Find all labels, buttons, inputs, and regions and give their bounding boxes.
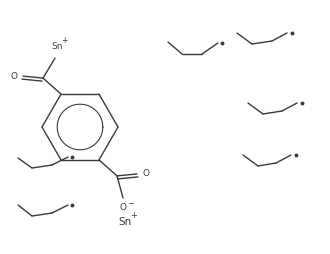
Text: +: + [130, 212, 137, 220]
Text: −: − [127, 199, 133, 209]
Text: +: + [61, 36, 67, 45]
Text: O: O [11, 72, 17, 81]
Text: O: O [143, 169, 149, 178]
Text: Sn: Sn [51, 42, 62, 51]
Text: O: O [119, 203, 126, 212]
Text: Sn: Sn [118, 217, 131, 227]
